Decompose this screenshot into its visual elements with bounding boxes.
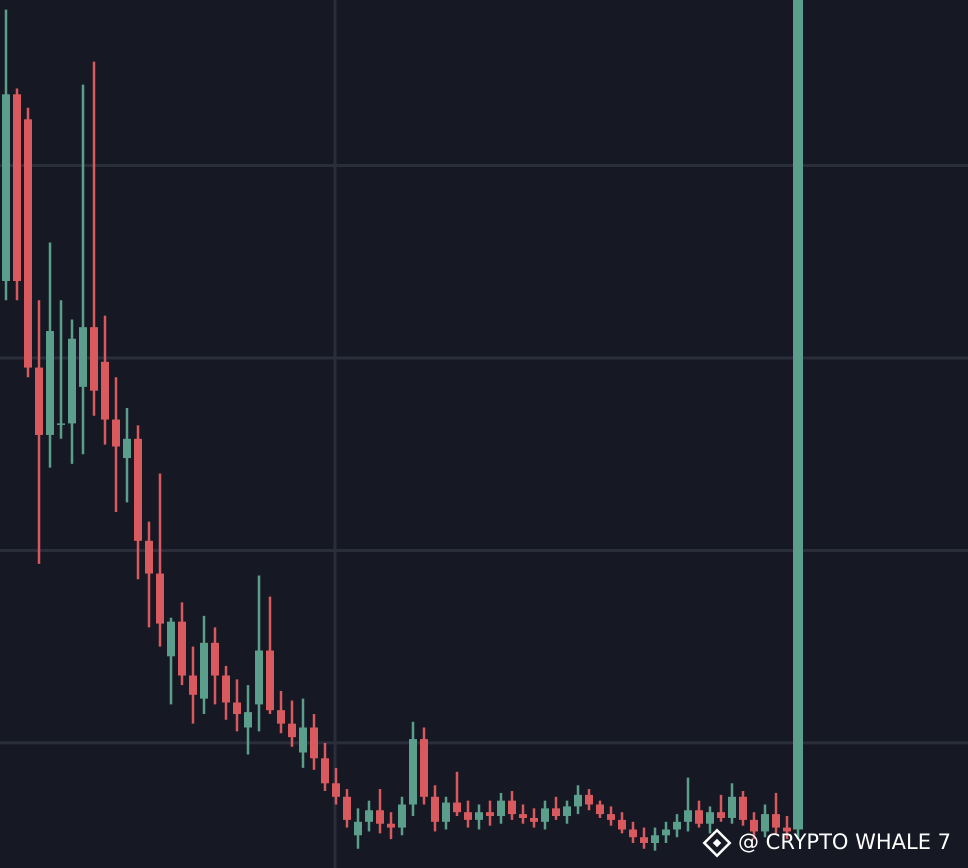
candle-body — [453, 802, 461, 813]
candle-body — [508, 800, 516, 815]
watermark-text: @ CRYPTO WHALE 7 — [738, 830, 951, 854]
candle-body — [596, 804, 604, 815]
candle-body — [288, 723, 296, 738]
candle-body — [706, 812, 714, 824]
candle-body — [772, 814, 780, 828]
candle-body — [585, 794, 593, 805]
candle-body — [409, 739, 417, 805]
candle-body — [2, 94, 10, 281]
candle-body — [343, 796, 351, 820]
candle-body — [695, 810, 703, 824]
candle-body — [178, 621, 186, 676]
candle-body — [761, 814, 769, 832]
candle-body — [486, 812, 494, 817]
candle-body — [222, 675, 230, 703]
candle-body — [79, 327, 87, 387]
candle-body — [167, 621, 175, 657]
candle-body — [607, 814, 615, 820]
candle-body — [783, 827, 791, 832]
candle-body — [684, 810, 692, 822]
candle-body — [398, 804, 406, 828]
candle-body — [277, 710, 285, 724]
candle-body — [475, 812, 483, 820]
candle-body — [112, 419, 120, 447]
candle-body — [629, 829, 637, 838]
candle-body — [299, 727, 307, 753]
candle-body — [189, 675, 197, 695]
candle-body — [46, 331, 54, 435]
candle-body — [574, 794, 582, 807]
candle-body — [365, 810, 373, 822]
candle-body — [244, 712, 252, 728]
candle-body — [90, 327, 98, 391]
candle-body — [376, 810, 384, 824]
candle-body — [640, 837, 648, 843]
candle-body — [563, 806, 571, 817]
candle-body — [651, 835, 659, 843]
candle-body — [530, 817, 538, 822]
candle-body — [519, 814, 527, 818]
candle-body — [233, 702, 241, 715]
candle-body — [310, 727, 318, 759]
candle-body — [156, 573, 164, 624]
candle-body — [24, 119, 32, 368]
candle-body — [266, 650, 274, 711]
candle-body — [442, 802, 450, 822]
candle-body — [123, 438, 131, 459]
candle-body — [387, 823, 395, 828]
candle-body — [57, 423, 65, 425]
candle-body — [618, 819, 626, 830]
candle-body — [717, 812, 725, 818]
candle-body — [552, 808, 560, 817]
candle-body — [431, 796, 439, 822]
candle-body — [420, 739, 428, 797]
watermark: @ CRYPTO WHALE 7 — [702, 828, 951, 858]
candle-body — [200, 642, 208, 699]
candle-body — [13, 94, 21, 281]
candle-body — [673, 821, 681, 830]
candle-body — [211, 642, 219, 676]
candle-body — [134, 438, 142, 541]
candle-body — [35, 367, 43, 435]
candle-body — [321, 758, 329, 784]
candle-body — [332, 783, 340, 797]
grid — [0, 164, 968, 745]
candle-body — [497, 800, 505, 817]
candle-body — [464, 812, 472, 820]
candle-body — [728, 796, 736, 818]
candle-body — [739, 796, 747, 820]
candle-body — [145, 540, 153, 574]
candles — [2, 0, 803, 851]
candle-body — [255, 650, 263, 705]
candle-body — [541, 808, 549, 822]
candle-body — [354, 821, 362, 836]
candle-body — [68, 338, 76, 424]
candle-body — [750, 819, 758, 832]
candle-body — [101, 361, 109, 420]
candle-body — [662, 829, 670, 836]
candle-body — [793, 0, 803, 830]
